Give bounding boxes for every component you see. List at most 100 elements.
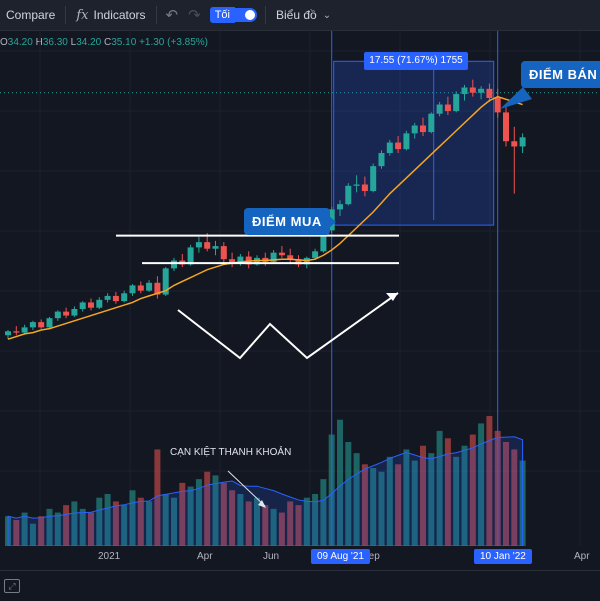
volume-bar bbox=[453, 456, 460, 546]
volume-bar bbox=[444, 438, 451, 546]
candle-body bbox=[478, 88, 485, 93]
undo-icon[interactable]: ↶ bbox=[165, 7, 179, 24]
candle-body bbox=[146, 282, 153, 291]
volume-bar bbox=[503, 442, 509, 546]
candle-body bbox=[444, 104, 451, 112]
reset-scale-icon[interactable]: ⤢ bbox=[4, 579, 20, 593]
candle-body bbox=[204, 242, 211, 249]
price-chart[interactable] bbox=[0, 31, 600, 546]
candle-body bbox=[469, 87, 476, 93]
candle-body bbox=[104, 295, 111, 300]
volume-bar bbox=[146, 501, 153, 546]
close-value: 35.10 bbox=[111, 37, 137, 48]
candle-body bbox=[519, 137, 526, 147]
toolbar-divider bbox=[65, 6, 67, 24]
x-tick-label: Apr bbox=[197, 551, 213, 562]
volume-bar bbox=[345, 442, 352, 546]
indicators-label: Indicators bbox=[93, 8, 146, 22]
ohlc-legend: O34.20 H36.30 L34.20 C35.10 +1.30 (+3.85… bbox=[0, 37, 208, 48]
candle-body bbox=[229, 259, 236, 264]
volume-bar bbox=[29, 523, 36, 546]
volume-bar bbox=[403, 449, 410, 546]
candle-body bbox=[270, 252, 277, 262]
volume-bar bbox=[237, 494, 244, 546]
candle-body bbox=[121, 293, 128, 302]
volume-bar bbox=[79, 508, 86, 546]
volume-bar bbox=[420, 445, 426, 546]
volume-bar bbox=[254, 497, 260, 546]
volume-bar bbox=[229, 490, 236, 546]
volume-ma-area bbox=[7, 436, 524, 546]
moving-average-line bbox=[7, 95, 523, 340]
redo-icon[interactable]: ↷ bbox=[188, 7, 201, 24]
volume-bar bbox=[478, 423, 485, 546]
x-tick-label: Apr bbox=[574, 551, 590, 562]
volume-bar bbox=[88, 512, 94, 546]
w-pattern-line bbox=[177, 292, 399, 360]
toolbar-divider bbox=[264, 6, 266, 24]
theme-toggle[interactable]: Tối bbox=[209, 7, 257, 23]
volume-bar bbox=[295, 505, 302, 546]
volume-bar bbox=[278, 512, 285, 546]
candle-body bbox=[154, 282, 161, 295]
volume-bar bbox=[312, 494, 319, 546]
theme-toggle-label: Tối bbox=[209, 7, 235, 23]
candle-body bbox=[461, 87, 468, 95]
volume-bar bbox=[121, 505, 128, 546]
candle-body bbox=[5, 331, 11, 336]
volume-bar bbox=[353, 453, 360, 546]
candle-body bbox=[370, 166, 377, 192]
volume-bar bbox=[46, 508, 53, 546]
candle-body bbox=[378, 153, 385, 167]
candle-body bbox=[337, 204, 343, 210]
candle-body bbox=[386, 142, 393, 154]
candle-body bbox=[171, 260, 177, 269]
candle-body bbox=[112, 295, 119, 302]
sell-callout-pointer bbox=[500, 87, 532, 109]
volume-bar bbox=[320, 479, 327, 546]
candle-body bbox=[494, 97, 501, 113]
candle-body bbox=[63, 311, 70, 316]
chevron-down-icon: ⌄ bbox=[322, 9, 332, 21]
volume-bar bbox=[71, 501, 78, 546]
volume-dryup-note: CẠN KIỆT THANH KHOẢN bbox=[170, 447, 292, 458]
toggle-switch[interactable] bbox=[234, 8, 257, 22]
candle-body bbox=[503, 112, 509, 142]
x-tick-label: 2021 bbox=[98, 551, 121, 562]
volume-bar bbox=[220, 482, 227, 546]
x-tick-label: Sep bbox=[362, 551, 380, 562]
volume-bar bbox=[104, 494, 111, 546]
candle-body bbox=[71, 309, 78, 316]
compare-button[interactable]: Compare bbox=[0, 0, 61, 30]
volume-bar bbox=[378, 471, 385, 546]
chart-footer: ⤢ bbox=[0, 570, 600, 601]
volume-bar bbox=[395, 464, 402, 546]
candle-body bbox=[278, 252, 285, 256]
volume-bar bbox=[21, 512, 28, 546]
toolbar-divider bbox=[155, 6, 157, 24]
volume-bar bbox=[245, 501, 252, 546]
candle-body bbox=[220, 246, 227, 260]
candle-body bbox=[29, 322, 36, 328]
candle-body bbox=[436, 104, 443, 114]
candle-body bbox=[137, 285, 144, 291]
price-range-box bbox=[333, 60, 495, 226]
indicators-button[interactable]: fx Indicators bbox=[70, 0, 151, 30]
volume-bar bbox=[13, 520, 20, 546]
volume-bar bbox=[179, 482, 186, 546]
toggle-knob bbox=[244, 10, 255, 20]
volume-bar bbox=[187, 486, 194, 546]
compare-label: Compare bbox=[6, 8, 56, 22]
sell-date-marker: 10 Jan '22 bbox=[474, 549, 532, 564]
buy-date-marker: 09 Aug '21 bbox=[311, 549, 370, 564]
time-axis[interactable]: 2021 Apr Jun Sep Apr 09 Aug '21 10 Jan '… bbox=[0, 546, 600, 568]
volume-bar bbox=[154, 449, 161, 546]
candle-body bbox=[395, 142, 402, 150]
volume-bar bbox=[469, 434, 476, 546]
function-icon: fx bbox=[76, 7, 89, 23]
chart-type-dropdown[interactable]: Biểu đồ ⌄ bbox=[270, 0, 337, 30]
candle-body bbox=[453, 94, 460, 112]
note-arrow-head bbox=[258, 500, 266, 508]
candle-body bbox=[320, 230, 327, 252]
volume-bar bbox=[171, 497, 177, 546]
